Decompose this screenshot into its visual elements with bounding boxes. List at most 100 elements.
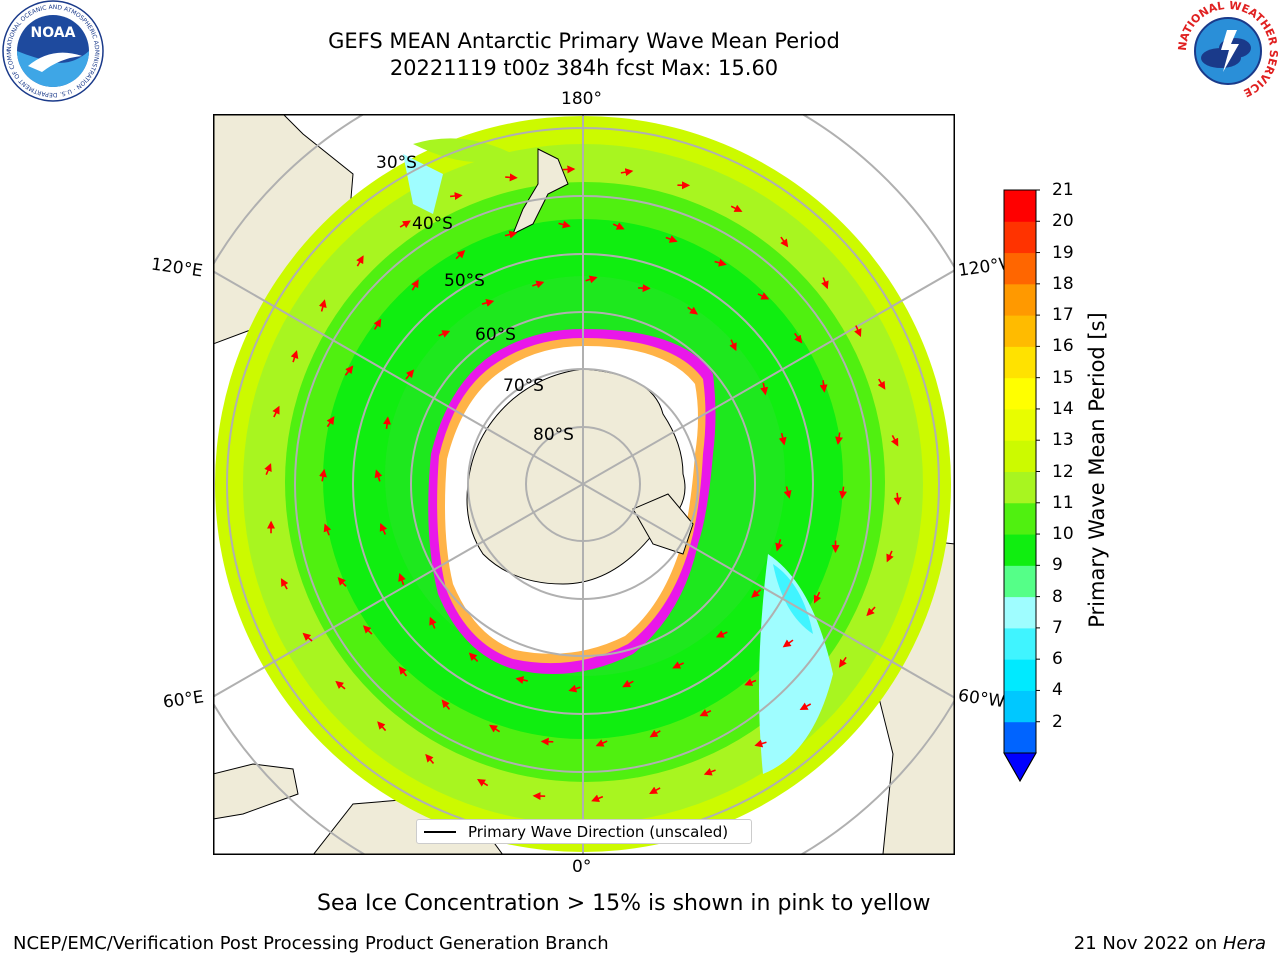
wave-arrow [687,306,699,315]
colorbar-segment [1004,440,1036,472]
wave-arrow [612,222,625,230]
lat-label-70s: 70°S [503,376,544,396]
wave-arrow [489,724,501,733]
wave-arrow [839,486,847,500]
wave-arrow [838,656,847,668]
colorbar-segment [1004,596,1036,629]
colorbar-tick-label: 15 [1052,367,1074,388]
wave-arrow [754,739,767,748]
wave-arrow [558,220,571,229]
wave-arrow [362,625,373,635]
wave-arrow [411,279,419,291]
wave-arrow [455,250,466,260]
wave-arrow [782,639,794,648]
wave-arrow [425,753,435,764]
wave-arrow [504,230,518,239]
wave-arrow [819,380,828,393]
wave-arrow [783,486,792,499]
lon-label-60e: 60°E [161,687,206,713]
map-legend: Primary Wave Direction (unscaled) [416,819,752,844]
wave-arrow [562,165,576,174]
lat-label-50s: 50°S [444,271,485,291]
wave-arrow [481,299,495,307]
lat-label-40s: 40°S [412,214,453,234]
wave-arrow [323,523,332,536]
wave-direction-arrows [264,165,902,803]
wave-arrow [730,204,743,212]
legend-label: Primary Wave Direction (unscaled) [468,823,729,841]
wave-arrow [373,318,382,330]
wave-arrow [622,679,634,688]
wave-arrow [399,220,411,229]
wave-arrow [429,616,437,629]
wave-arrow [477,779,489,787]
wave-arrow [272,405,280,418]
colorbar-segment [1004,221,1036,254]
wave-arrow [468,652,479,662]
colorbar-tick-label: 7 [1052,617,1063,638]
noaa-logo: NOAA NATIONAL OCEANIC AND ATMOSPHERIC AD… [0,0,104,102]
wave-arrow [794,332,803,344]
colorbar-tick-label: 18 [1052,273,1074,294]
wave-arrow [532,280,545,289]
colorbar-label: Primary Wave Mean Period [s] [1085,312,1109,628]
wave-arrow [821,277,829,290]
wave-arrow [890,435,899,447]
colorbar-extend-triangle [1003,752,1037,783]
lon-label-60w: 60°W [956,685,1007,713]
lon-label-0: 0° [572,857,592,877]
wave-arrow [450,192,463,200]
colorbar-segment [1004,346,1036,379]
lon-label-120e: 120°E [149,254,204,282]
wave-arrow [775,539,783,552]
colorbar-segment [1004,721,1036,754]
graticule [214,115,954,854]
wave-arrow [699,709,712,717]
legend-line-swatch [424,831,456,833]
wave-arrow [778,433,787,446]
sea-ice-caption: Sea Ice Concentration > 15% is shown in … [317,891,931,916]
wave-arrow [405,369,415,380]
colorbar-segment [1004,377,1036,410]
wave-arrow [893,492,902,506]
colorbar-segment [1004,190,1036,222]
wave-arrow [356,255,364,267]
colorbar-segment [1004,252,1036,285]
map-frame [213,114,955,855]
wave-arrow [714,258,727,267]
footer-branch: NCEP/EMC/Verification Post Processing Pr… [13,933,609,954]
colorbar-tick-label: 16 [1052,336,1074,357]
wave-arrow [703,768,716,776]
plot-title-line1: GEFS MEAN Antarctic Primary Wave Mean Pe… [328,29,840,53]
land-madagascar [214,763,299,820]
wave-arrow [665,235,678,243]
colorbar-tick-label: 20 [1052,211,1074,232]
wave-arrow [672,661,684,669]
wave-arrow [729,339,737,352]
wave-arrow [374,469,383,482]
colorbar-tick-label: 19 [1052,242,1074,263]
wave-arrow [744,678,757,686]
wave-arrow [438,330,451,338]
colorbar-tick-label: 13 [1052,430,1074,451]
wave-arrow [760,382,769,396]
wave-arrow [335,680,346,690]
wave-arrow [866,606,876,617]
colorbar-segment [1004,565,1036,598]
wave-arrow [715,630,728,638]
colorbar-tick-label: 8 [1052,586,1063,607]
footer-date: 21 Nov 2022 on Hera [1074,933,1266,954]
wave-arrow [318,299,327,312]
colorbar-outline [1003,189,1037,783]
colorbar [1000,186,1040,786]
polar-map [213,114,955,855]
wave-arrow [441,699,451,710]
wave-arrow [280,578,289,590]
wave-arrow [649,729,661,738]
wave-arrow [591,794,604,803]
wave-arrow [886,550,894,563]
colorbar-segment [1004,534,1036,566]
wave-arrow [780,236,789,248]
wave-arrow [319,468,327,482]
wave-arrow [813,591,822,604]
